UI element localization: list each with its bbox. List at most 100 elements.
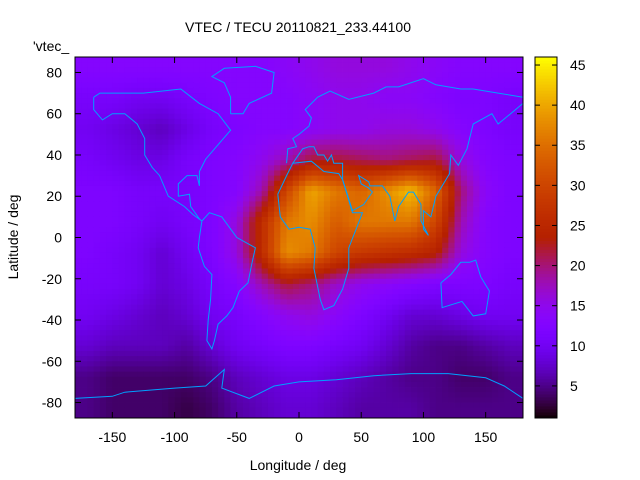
heatmap-cell [411, 77, 418, 84]
heatmap-cell [99, 402, 107, 409]
heatmap-cell [373, 139, 381, 146]
heatmap-cell [211, 201, 219, 207]
heatmap-cell [137, 77, 144, 84]
heatmap-cell [491, 108, 499, 115]
heatmap-cell [168, 299, 175, 305]
heatmap-cell [174, 124, 182, 130]
heatmap-cell [417, 98, 424, 104]
heatmap-cell [230, 103, 238, 109]
heatmap-cell [361, 356, 368, 362]
heatmap-cell [280, 139, 287, 146]
heatmap-cell [342, 345, 350, 352]
heatmap-cell [454, 98, 462, 104]
heatmap-cell [131, 294, 138, 300]
heatmap-cell [485, 314, 493, 321]
heatmap-cell [361, 237, 368, 244]
heatmap-cell [112, 149, 119, 156]
heatmap-cell [193, 387, 200, 393]
heatmap-cell [118, 170, 126, 177]
heatmap-cell [75, 247, 82, 254]
heatmap-cell [106, 314, 113, 321]
heatmap-cell [379, 366, 387, 372]
heatmap-cell [199, 304, 207, 311]
heatmap-cell [467, 160, 474, 166]
heatmap-cell [423, 407, 431, 414]
heatmap-cell [187, 402, 194, 409]
heatmap-cell [448, 407, 455, 414]
heatmap-cell [435, 340, 443, 347]
heatmap-cell [516, 72, 524, 79]
heatmap-cell [87, 103, 95, 109]
heatmap-cell [131, 124, 138, 130]
heatmap-cell [99, 273, 107, 280]
heatmap-cell [504, 361, 511, 367]
heatmap-cell [155, 299, 163, 305]
heatmap-cell [174, 278, 182, 285]
heatmap-cell [498, 289, 505, 295]
heatmap-cell [137, 113, 144, 120]
heatmap-cell [286, 402, 294, 409]
heatmap-cell [292, 237, 300, 244]
heatmap-cell [473, 294, 480, 300]
heatmap-cell [149, 124, 157, 130]
heatmap-cell [261, 361, 269, 367]
heatmap-cell [174, 206, 182, 213]
heatmap-cell [236, 154, 244, 161]
heatmap-cell [174, 325, 182, 331]
heatmap-cell [193, 402, 200, 409]
heatmap-cell [510, 309, 518, 316]
heatmap-cell [261, 149, 269, 156]
heatmap-cell [498, 283, 505, 290]
heatmap-cell [411, 252, 418, 259]
heatmap-cell [75, 242, 82, 249]
heatmap-cell [330, 196, 337, 202]
heatmap-cell [243, 129, 250, 135]
heatmap-cell [323, 387, 331, 393]
heatmap-cell [317, 335, 325, 342]
heatmap-cell [510, 165, 518, 171]
heatmap-cell [187, 185, 194, 192]
heatmap-cell [243, 185, 250, 192]
heatmap-cell [93, 335, 101, 342]
heatmap-cell [330, 356, 337, 362]
heatmap-cell [510, 325, 518, 331]
heatmap-cell [87, 366, 95, 372]
heatmap-cell [155, 180, 163, 187]
heatmap-cell [473, 103, 480, 109]
heatmap-cell [367, 154, 375, 161]
heatmap-cell [348, 129, 356, 135]
heatmap-cell [454, 103, 462, 109]
heatmap-cell [473, 263, 480, 269]
heatmap-cell [274, 392, 281, 398]
heatmap-cell [124, 294, 132, 300]
heatmap-cell [236, 196, 244, 202]
heatmap-cell [355, 82, 362, 89]
heatmap-cell [330, 139, 337, 146]
heatmap-cell [286, 62, 294, 68]
heatmap-cell [398, 108, 406, 115]
heatmap-cell [230, 87, 238, 94]
heatmap-cell [498, 387, 505, 393]
heatmap-cell [367, 93, 375, 99]
heatmap-cell [261, 252, 269, 259]
heatmap-cell [429, 144, 437, 151]
heatmap-cell [124, 124, 132, 130]
heatmap-cell [498, 232, 505, 238]
heatmap-cell [243, 320, 250, 326]
heatmap-cell [205, 330, 213, 336]
heatmap-cell [342, 294, 350, 300]
heatmap-cell [367, 242, 375, 249]
heatmap-cell [137, 252, 144, 259]
heatmap-cell [435, 252, 443, 259]
heatmap-cell [267, 154, 275, 161]
heatmap-cell [448, 340, 455, 347]
heatmap-cell [379, 273, 387, 280]
heatmap-cell [155, 294, 163, 300]
heatmap-cell [479, 180, 487, 187]
heatmap-cell [286, 222, 294, 228]
heatmap-cell [485, 268, 493, 274]
heatmap-cell [93, 77, 101, 84]
heatmap-cell [479, 160, 487, 166]
heatmap-cell [292, 402, 300, 409]
heatmap-cell [423, 129, 431, 135]
